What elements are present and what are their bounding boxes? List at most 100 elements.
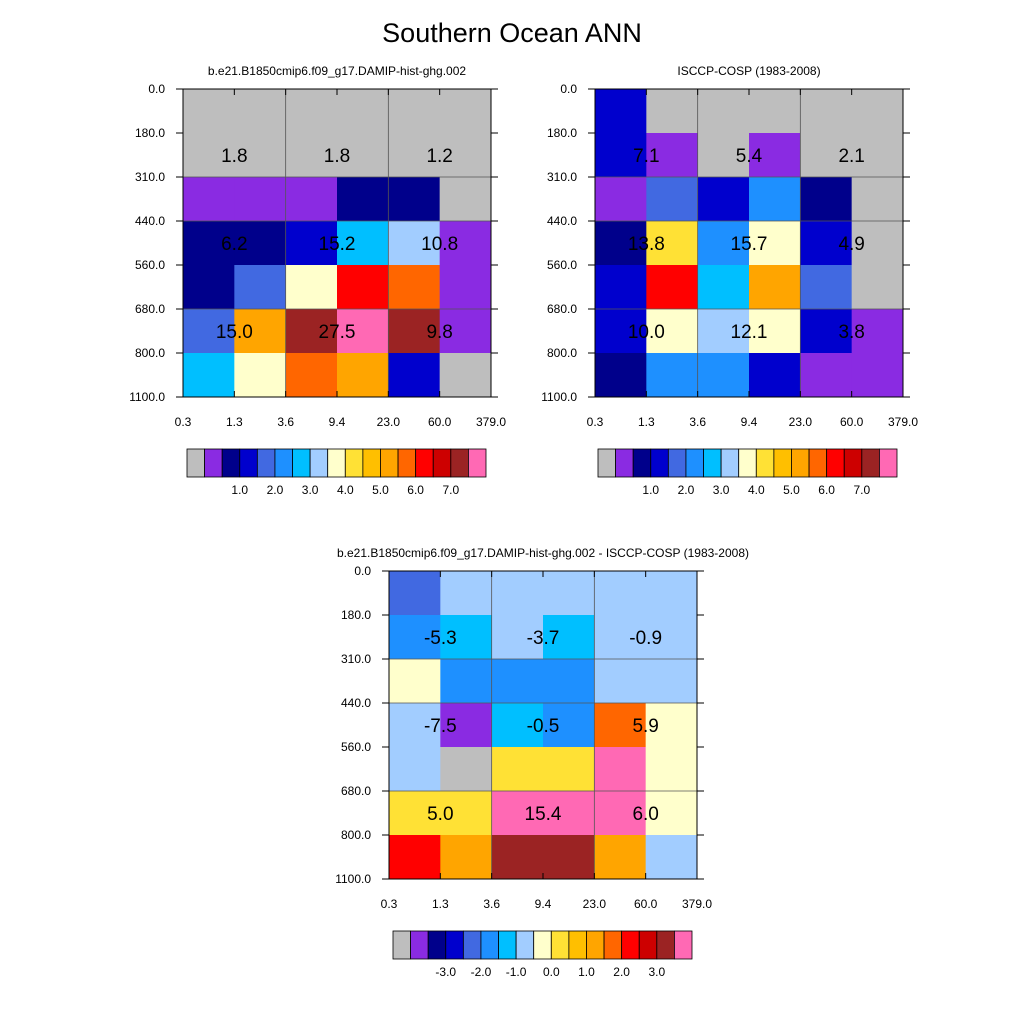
colorbar-label: 3.0 xyxy=(713,483,730,497)
heatmap-cell xyxy=(800,265,853,310)
heatmap-cell xyxy=(440,615,493,660)
colorbar-swatch xyxy=(550,930,570,960)
y-tick-label: 180.0 xyxy=(135,126,165,140)
cell-value-label: 1.8 xyxy=(221,146,247,167)
x-tick-label: 1.3 xyxy=(638,415,655,429)
colorbar-label: 1.0 xyxy=(578,965,595,979)
heatmap-cell xyxy=(851,221,904,266)
colorbar-swatch xyxy=(656,930,675,960)
cell-value-label: 10.0 xyxy=(628,322,665,343)
x-tick-label: 0.3 xyxy=(381,897,398,911)
heatmap-cell xyxy=(389,747,441,792)
heatmap-cell xyxy=(646,177,699,222)
cell-value-label: 5.0 xyxy=(427,804,453,825)
heatmap-cell xyxy=(697,265,750,310)
heatmap-cell xyxy=(440,571,493,616)
heatmap-cell xyxy=(389,615,441,660)
cell-value-label: 1.2 xyxy=(426,146,452,167)
heatmap-cell xyxy=(851,265,904,310)
colorbar-swatch xyxy=(650,448,669,478)
x-tick-label: 0.3 xyxy=(175,415,192,429)
heatmap-cell xyxy=(337,353,389,398)
heatmap-cell xyxy=(285,221,338,266)
y-tick-label: 1100.0 xyxy=(129,390,165,404)
y-tick-label: 560.0 xyxy=(341,740,371,754)
heatmap-cell xyxy=(389,791,441,836)
x-tick-label: 9.4 xyxy=(329,415,346,429)
colorbar-swatch xyxy=(468,448,487,478)
heatmap-cell xyxy=(439,177,492,222)
heatmap-cell xyxy=(389,835,441,880)
colorbar-label: 1.0 xyxy=(642,483,659,497)
y-tick-label: 310.0 xyxy=(341,652,371,666)
heatmap-cell xyxy=(851,89,904,134)
colorbar-swatch xyxy=(380,448,399,478)
cell-value-label: 6.2 xyxy=(221,234,247,255)
colorbar-swatch xyxy=(597,448,616,478)
cell-value-label: 15.0 xyxy=(216,322,253,343)
colorbar-swatch xyxy=(632,448,652,478)
x-tick-label: 60.0 xyxy=(428,415,452,429)
heatmap-cell xyxy=(389,571,441,616)
heatmap-cell xyxy=(439,89,492,134)
y-tick-label: 180.0 xyxy=(341,608,371,622)
heatmap-cell xyxy=(491,791,544,836)
panel-title: b.e21.B1850cmip6.f09_g17.DAMIP-hist-ghg.… xyxy=(337,546,749,560)
heatmap-cell xyxy=(645,703,698,748)
colorbar-swatch xyxy=(586,930,605,960)
colorbar-swatch xyxy=(533,930,552,960)
cell-value-label: 12.1 xyxy=(731,322,768,343)
y-tick-label: 310.0 xyxy=(547,170,577,184)
colorbar-swatch xyxy=(415,448,434,478)
heatmap-cell xyxy=(389,703,441,748)
heatmap-cell xyxy=(595,221,647,266)
colorbar-swatch xyxy=(274,448,293,478)
colorbar-label: 7.0 xyxy=(442,483,459,497)
heatmap-cell xyxy=(800,133,853,178)
x-tick-label: 23.0 xyxy=(377,415,401,429)
heatmap-cell xyxy=(491,571,544,616)
x-tick-label: 23.0 xyxy=(789,415,813,429)
colorbar-swatch xyxy=(720,448,740,478)
y-tick-label: 560.0 xyxy=(547,258,577,272)
colorbar-swatch xyxy=(773,448,792,478)
heatmap-cell xyxy=(337,309,389,354)
colorbar-label: -2.0 xyxy=(471,965,492,979)
colorbar-swatch xyxy=(480,930,499,960)
heatmap-cell xyxy=(440,791,493,836)
y-tick-label: 800.0 xyxy=(341,828,371,842)
cell-value-label: 5.4 xyxy=(736,146,763,167)
colorbar-label: 4.0 xyxy=(748,483,765,497)
heatmap-cell xyxy=(749,353,801,398)
figure-title: Southern Ocean ANN xyxy=(382,18,642,48)
heatmap-cell xyxy=(749,265,801,310)
colorbar-swatch xyxy=(186,448,205,478)
x-tick-label: 60.0 xyxy=(840,415,864,429)
heatmap-cell xyxy=(851,133,904,178)
colorbar-swatch xyxy=(685,448,704,478)
y-tick-label: 310.0 xyxy=(135,170,165,184)
heatmap-cell xyxy=(388,89,441,134)
x-tick-label: 9.4 xyxy=(535,897,552,911)
colorbar-swatch xyxy=(861,448,880,478)
heatmap-cell xyxy=(491,703,544,748)
colorbar-label: 5.0 xyxy=(783,483,800,497)
colorbar-swatch xyxy=(621,930,640,960)
heatmap-cell xyxy=(388,309,441,354)
colorbar-label: 1.0 xyxy=(231,483,248,497)
panel-title: b.e21.B1850cmip6.f09_g17.DAMIP-hist-ghg.… xyxy=(208,64,466,78)
heatmap-cell xyxy=(337,221,389,266)
colorbar-swatch xyxy=(462,930,482,960)
heatmap-cell xyxy=(234,177,287,222)
x-tick-label: 379.0 xyxy=(888,415,918,429)
heatmap-cell xyxy=(183,133,235,178)
cell-value-label: 15.2 xyxy=(319,234,356,255)
heatmap-cell xyxy=(595,353,647,398)
colorbar-swatch xyxy=(427,930,447,960)
heatmap-cell xyxy=(851,309,904,354)
heatmap-cell xyxy=(800,177,853,222)
heatmap-cell xyxy=(491,835,544,880)
heatmap-cell xyxy=(543,835,595,880)
heatmap-cell xyxy=(646,221,699,266)
y-tick-label: 440.0 xyxy=(547,214,577,228)
